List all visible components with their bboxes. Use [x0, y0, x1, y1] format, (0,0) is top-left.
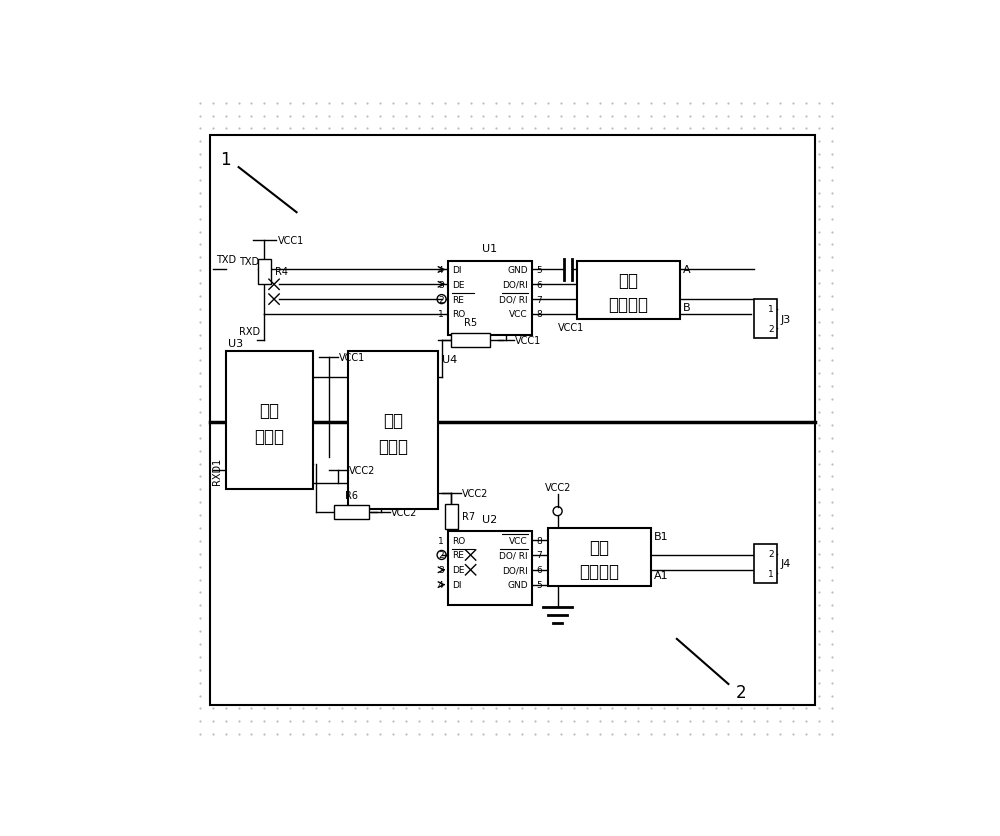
Text: U4: U4	[442, 354, 457, 364]
Text: R4: R4	[275, 267, 288, 277]
Text: DI: DI	[452, 266, 461, 275]
Text: 2: 2	[438, 295, 444, 304]
Text: 隔离器: 隔离器	[378, 437, 408, 456]
Text: TXD: TXD	[216, 255, 236, 265]
Text: U2: U2	[482, 514, 498, 524]
Text: 5: 5	[536, 580, 542, 589]
Bar	[226, 351, 313, 490]
Text: VCC1: VCC1	[558, 322, 584, 332]
Text: RO: RO	[452, 536, 465, 545]
Text: DO/RI: DO/RI	[502, 280, 528, 289]
Text: VCC1: VCC1	[515, 335, 541, 345]
Text: VCC2: VCC2	[462, 488, 489, 498]
Text: 2: 2	[736, 684, 747, 701]
Bar	[348, 351, 438, 509]
Text: DE: DE	[452, 566, 464, 574]
Bar	[334, 505, 369, 519]
Text: GND: GND	[507, 580, 528, 589]
Text: VCC2: VCC2	[349, 466, 375, 476]
Bar	[210, 135, 815, 706]
Text: B1: B1	[654, 532, 669, 542]
Text: U3: U3	[228, 339, 243, 348]
Text: 1: 1	[438, 310, 444, 319]
Bar	[445, 504, 458, 529]
Text: 3: 3	[438, 566, 444, 574]
Text: 4: 4	[438, 266, 444, 275]
Bar	[258, 260, 271, 284]
Text: RO: RO	[452, 310, 465, 319]
Text: 1: 1	[768, 569, 774, 578]
Bar	[448, 532, 532, 605]
Text: RE: RE	[452, 295, 464, 304]
Text: VCC2: VCC2	[391, 507, 417, 517]
Text: R7: R7	[462, 512, 475, 522]
Bar	[451, 334, 490, 348]
Text: VCC2: VCC2	[544, 482, 571, 492]
Text: VCC1: VCC1	[278, 237, 304, 246]
Text: GND: GND	[507, 266, 528, 275]
Bar	[448, 261, 532, 335]
Text: 第二: 第二	[383, 411, 403, 430]
Text: VCC1: VCC1	[339, 353, 365, 363]
Text: 4: 4	[438, 580, 444, 589]
Text: 第二: 第二	[590, 538, 610, 557]
Bar	[754, 300, 777, 339]
Text: 1: 1	[438, 536, 444, 545]
Text: VCC: VCC	[509, 310, 528, 319]
Text: DE: DE	[452, 280, 464, 289]
Text: 隔离器: 隔离器	[254, 428, 284, 446]
Text: 6: 6	[536, 280, 542, 289]
Text: 2: 2	[769, 324, 774, 334]
Text: 1: 1	[220, 150, 231, 169]
Text: 5: 5	[536, 266, 542, 275]
Text: B: B	[683, 303, 691, 313]
Text: 8: 8	[536, 310, 542, 319]
Text: DO/RI: DO/RI	[502, 566, 528, 574]
Text: DI: DI	[452, 580, 461, 589]
Text: J3: J3	[781, 314, 791, 324]
Text: 防护器件: 防护器件	[609, 295, 649, 314]
Text: TXD: TXD	[239, 257, 259, 267]
Text: 6: 6	[536, 566, 542, 574]
Text: R5: R5	[464, 318, 477, 328]
Text: 3: 3	[438, 280, 444, 289]
Bar	[577, 261, 680, 319]
Text: DO/ RI: DO/ RI	[499, 295, 528, 304]
Text: J4: J4	[781, 558, 791, 568]
Text: 8: 8	[536, 536, 542, 545]
Bar	[548, 528, 651, 586]
Text: 2: 2	[438, 551, 444, 560]
Text: 7: 7	[536, 551, 542, 560]
Text: 第一: 第一	[259, 402, 279, 420]
Text: RE: RE	[452, 551, 464, 560]
Text: DO/ RI: DO/ RI	[499, 551, 528, 560]
Text: 1: 1	[768, 305, 774, 314]
Text: 防护器件: 防护器件	[580, 563, 620, 580]
Text: VCC: VCC	[509, 536, 528, 545]
Text: U1: U1	[482, 243, 498, 253]
Text: RXD: RXD	[239, 327, 260, 337]
Text: RXD1: RXD1	[212, 456, 222, 484]
Text: 第一: 第一	[619, 272, 639, 289]
Text: A: A	[683, 264, 691, 274]
Bar	[754, 544, 777, 584]
Text: 2: 2	[769, 549, 774, 558]
Text: A1: A1	[654, 570, 669, 580]
Text: 7: 7	[536, 295, 542, 304]
Text: R6: R6	[345, 490, 358, 500]
